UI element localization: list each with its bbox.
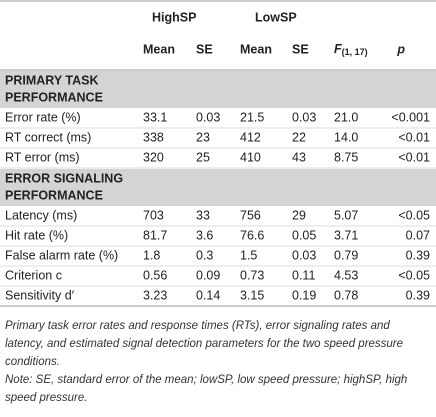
column-header: SE: [292, 42, 309, 56]
cell: 23: [196, 130, 210, 144]
column-header: F(1, 17): [334, 42, 368, 57]
cell: 0.3: [196, 248, 213, 262]
cell: 1.8: [143, 248, 160, 262]
cell: 0.79: [334, 248, 358, 262]
cell: 8.75: [334, 150, 358, 164]
cell: <0.01: [398, 130, 430, 144]
row-label: Sensitivity d′: [5, 288, 75, 302]
cell: 3.23: [143, 288, 167, 302]
section-band: [0, 169, 436, 206]
cell: 4.53: [334, 268, 358, 282]
row-label: RT correct (ms): [5, 130, 91, 144]
cell: 76.6: [240, 228, 264, 242]
cell: <0.05: [398, 208, 430, 222]
cell: 22: [292, 130, 306, 144]
group-header: HighSP: [152, 10, 196, 24]
cell: 25: [196, 150, 210, 164]
cell: <0.05: [398, 268, 430, 282]
cell: 0.39: [406, 248, 430, 262]
cell: 320: [143, 150, 164, 164]
cell: 0.19: [292, 288, 316, 302]
cell: 3.71: [334, 228, 358, 242]
column-header: SE: [196, 42, 213, 56]
cell: 0.73: [240, 268, 264, 282]
section-band: [0, 71, 436, 108]
section-title: ERROR SIGNALING: [5, 171, 123, 185]
cell: 43: [292, 150, 306, 164]
cell: <0.01: [398, 150, 430, 164]
cell: 3.6: [196, 228, 213, 242]
cell: 0.03: [292, 248, 316, 262]
note: speed pressure.: [5, 392, 87, 404]
row-label: Latency (ms): [5, 208, 77, 222]
cell: 21.0: [334, 110, 358, 124]
cell: 0.09: [196, 268, 220, 282]
cell: 0.56: [143, 268, 167, 282]
cell: 0.07: [406, 228, 430, 242]
section-title: PRIMARY TASK: [5, 73, 99, 87]
note: Note: SE, standard error of the mean; lo…: [5, 374, 407, 386]
cell: 0.03: [196, 110, 220, 124]
column-header: Mean: [143, 42, 175, 56]
cell: <0.001: [391, 110, 430, 124]
cell: 756: [240, 208, 261, 222]
cell: 0.14: [196, 288, 220, 302]
column-header: p: [396, 42, 405, 56]
row-label: RT error (ms): [5, 150, 80, 164]
section-title: PERFORMANCE: [5, 188, 103, 202]
cell: 81.7: [143, 228, 167, 242]
row-label: Criterion c: [5, 268, 62, 282]
cell: 0.39: [406, 288, 430, 302]
cell: 1.5: [240, 248, 257, 262]
cell: 33.1: [143, 110, 167, 124]
cell: 0.11: [292, 268, 315, 282]
caption: Primary task error rates and response ti…: [5, 320, 390, 332]
cell: 33: [196, 208, 210, 222]
cell: 412: [240, 130, 261, 144]
cell: 14.0: [334, 130, 358, 144]
caption: latency, and estimated signal detection …: [5, 338, 403, 350]
caption: conditions.: [5, 356, 60, 368]
cell: 5.07: [334, 208, 358, 222]
section-title: PERFORMANCE: [5, 90, 103, 104]
cell: 0.03: [292, 110, 316, 124]
row-label: Error rate (%): [5, 110, 81, 124]
group-header: LowSP: [255, 10, 297, 24]
cell: 29: [292, 208, 306, 222]
cell: 703: [143, 208, 164, 222]
cell: 0.78: [334, 288, 358, 302]
column-header: Mean: [240, 42, 272, 56]
row-label: False alarm rate (%): [5, 248, 118, 262]
cell: 0.05: [292, 228, 316, 242]
cell: 410: [240, 150, 261, 164]
f-main: F: [334, 42, 342, 56]
cell: 338: [143, 130, 164, 144]
row-label: Hit rate (%): [5, 228, 68, 242]
cell: 3.15: [240, 288, 264, 302]
f-sub: (1, 17): [342, 47, 368, 57]
cell: 21.5: [240, 110, 264, 124]
